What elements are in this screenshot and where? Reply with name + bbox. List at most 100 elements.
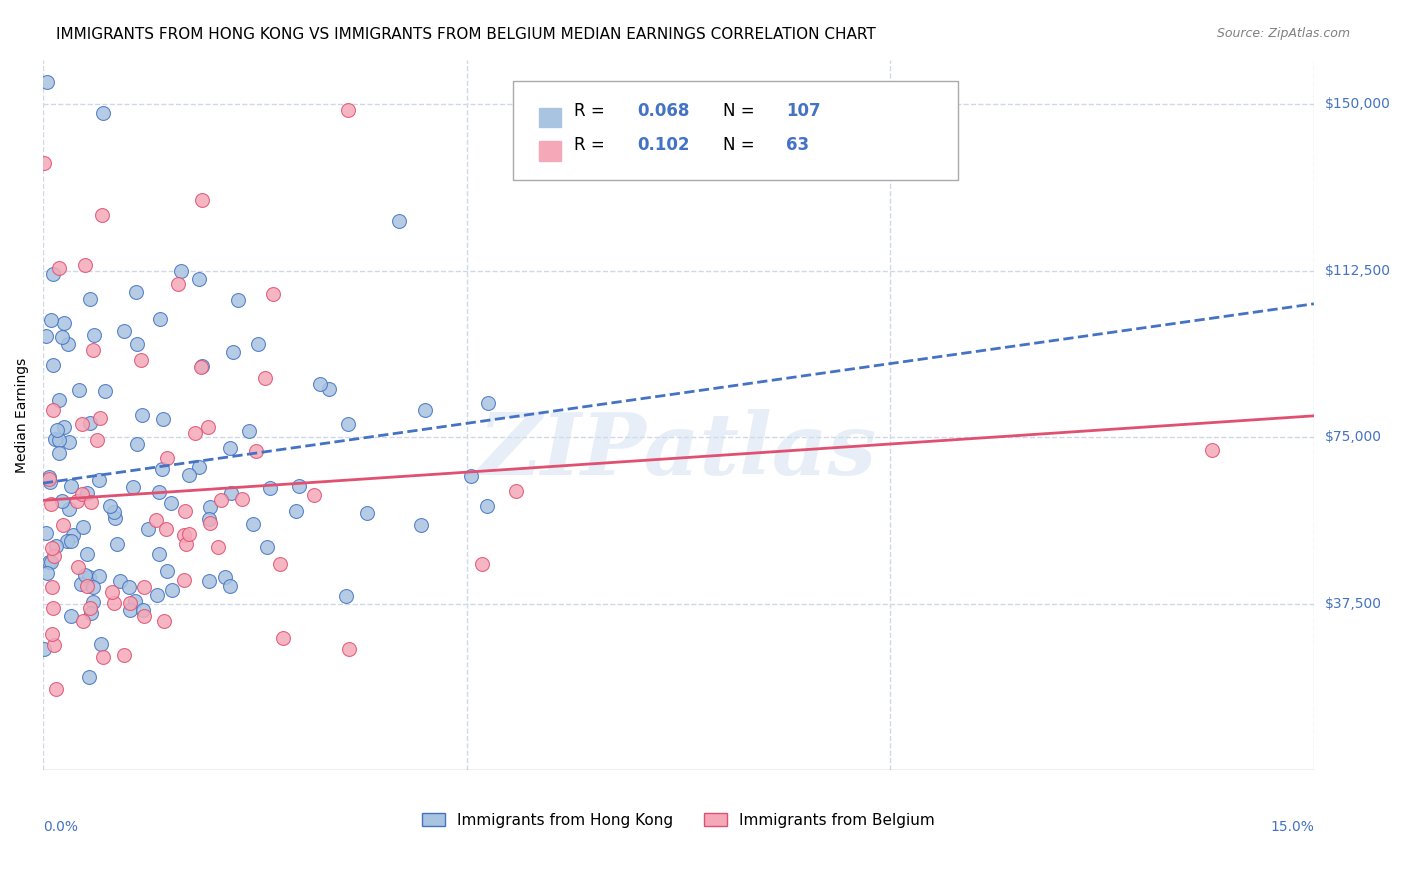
Immigrants from Hong Kong bbox=[72, 520, 94, 534]
Immigrants from Hong Kong bbox=[409, 517, 432, 532]
Immigrants from Belgium bbox=[167, 277, 190, 291]
Immigrants from Hong Kong bbox=[94, 384, 117, 399]
FancyBboxPatch shape bbox=[513, 81, 957, 180]
Immigrants from Hong Kong bbox=[160, 496, 183, 510]
Immigrants from Hong Kong bbox=[76, 547, 98, 561]
Immigrants from Hong Kong bbox=[309, 377, 332, 392]
Immigrants from Hong Kong bbox=[77, 570, 100, 584]
Immigrants from Hong Kong bbox=[90, 637, 112, 651]
Immigrants from Hong Kong bbox=[125, 285, 148, 299]
Immigrants from Hong Kong bbox=[219, 579, 242, 593]
Bar bbox=[538, 141, 561, 161]
Immigrants from Hong Kong bbox=[198, 512, 221, 526]
Immigrants from Belgium bbox=[41, 580, 63, 594]
Text: R =: R = bbox=[574, 103, 610, 120]
Immigrants from Hong Kong bbox=[89, 473, 111, 487]
Immigrants from Hong Kong bbox=[41, 359, 63, 373]
Immigrants from Hong Kong bbox=[58, 502, 80, 516]
Legend: Immigrants from Hong Kong, Immigrants from Belgium: Immigrants from Hong Kong, Immigrants fr… bbox=[416, 806, 941, 834]
Immigrants from Hong Kong bbox=[51, 330, 73, 344]
Immigrants from Hong Kong bbox=[219, 486, 242, 500]
Immigrants from Hong Kong bbox=[53, 316, 76, 330]
Immigrants from Belgium bbox=[72, 614, 94, 628]
Immigrants from Hong Kong bbox=[336, 417, 359, 431]
Immigrants from Hong Kong bbox=[82, 595, 104, 609]
Immigrants from Belgium bbox=[82, 343, 104, 357]
Immigrants from Hong Kong bbox=[44, 432, 66, 446]
Immigrants from Belgium bbox=[89, 410, 111, 425]
Immigrants from Hong Kong bbox=[388, 213, 411, 227]
Immigrants from Hong Kong bbox=[42, 267, 65, 281]
Immigrants from Belgium bbox=[45, 681, 67, 696]
Immigrants from Hong Kong bbox=[45, 539, 67, 553]
Immigrants from Hong Kong bbox=[335, 589, 357, 603]
Immigrants from Belgium bbox=[41, 541, 63, 556]
Immigrants from Hong Kong bbox=[188, 460, 211, 475]
Immigrants from Hong Kong bbox=[190, 359, 212, 373]
Immigrants from Belgium bbox=[145, 513, 167, 527]
Immigrants from Belgium bbox=[42, 638, 65, 652]
Immigrants from Hong Kong bbox=[284, 503, 307, 517]
Immigrants from Hong Kong bbox=[38, 470, 60, 484]
Immigrants from Belgium bbox=[269, 558, 291, 572]
Immigrants from Hong Kong bbox=[60, 533, 83, 548]
Immigrants from Hong Kong bbox=[103, 505, 125, 519]
Immigrants from Hong Kong bbox=[170, 263, 193, 277]
Immigrants from Belgium bbox=[112, 648, 135, 662]
Immigrants from Belgium bbox=[1201, 443, 1223, 458]
Immigrants from Hong Kong bbox=[32, 641, 55, 656]
Immigrants from Belgium bbox=[76, 579, 98, 593]
Immigrants from Hong Kong bbox=[48, 446, 70, 460]
Immigrants from Belgium bbox=[173, 528, 195, 542]
Immigrants from Belgium bbox=[173, 574, 195, 588]
Text: $112,500: $112,500 bbox=[1324, 264, 1391, 277]
Immigrants from Hong Kong bbox=[148, 548, 170, 562]
Immigrants from Belgium bbox=[32, 156, 55, 170]
Immigrants from Hong Kong bbox=[87, 568, 110, 582]
Immigrants from Hong Kong bbox=[131, 409, 153, 423]
Immigrants from Hong Kong bbox=[122, 480, 145, 494]
Immigrants from Hong Kong bbox=[91, 106, 114, 120]
Immigrants from Hong Kong bbox=[246, 337, 269, 351]
Immigrants from Hong Kong bbox=[146, 588, 169, 602]
Immigrants from Hong Kong bbox=[82, 580, 104, 594]
Immigrants from Hong Kong bbox=[156, 564, 179, 578]
Immigrants from Hong Kong bbox=[148, 484, 170, 499]
Immigrants from Belgium bbox=[132, 580, 155, 594]
Immigrants from Hong Kong bbox=[60, 479, 83, 493]
Immigrants from Belgium bbox=[103, 597, 125, 611]
Immigrants from Belgium bbox=[156, 451, 179, 466]
Immigrants from Hong Kong bbox=[38, 554, 60, 568]
Immigrants from Hong Kong bbox=[70, 577, 93, 591]
Immigrants from Belgium bbox=[86, 433, 108, 447]
Immigrants from Belgium bbox=[174, 537, 197, 551]
Immigrants from Hong Kong bbox=[48, 392, 70, 407]
Immigrants from Belgium bbox=[39, 497, 62, 511]
Immigrants from Belgium bbox=[75, 258, 97, 272]
Immigrants from Belgium bbox=[184, 425, 207, 440]
Immigrants from Belgium bbox=[52, 517, 75, 532]
Immigrants from Belgium bbox=[337, 642, 360, 657]
Immigrants from Hong Kong bbox=[125, 336, 148, 351]
Immigrants from Hong Kong bbox=[98, 500, 121, 514]
Immigrants from Belgium bbox=[198, 516, 221, 530]
Immigrants from Hong Kong bbox=[37, 566, 59, 580]
Immigrants from Belgium bbox=[505, 483, 527, 498]
Immigrants from Belgium bbox=[67, 560, 90, 574]
Y-axis label: Median Earnings: Median Earnings bbox=[15, 358, 30, 473]
Immigrants from Belgium bbox=[134, 609, 156, 624]
Immigrants from Belgium bbox=[70, 417, 93, 431]
Immigrants from Belgium bbox=[38, 473, 60, 487]
Immigrants from Belgium bbox=[231, 491, 253, 506]
Immigrants from Belgium bbox=[207, 540, 229, 554]
Immigrants from Belgium bbox=[91, 208, 114, 222]
Immigrants from Hong Kong bbox=[35, 329, 58, 343]
Immigrants from Belgium bbox=[41, 601, 63, 615]
Immigrants from Belgium bbox=[153, 614, 176, 628]
Immigrants from Hong Kong bbox=[152, 412, 174, 426]
Immigrants from Belgium bbox=[129, 353, 152, 368]
Text: ZIPatlas: ZIPatlas bbox=[479, 409, 877, 492]
Immigrants from Belgium bbox=[245, 443, 267, 458]
Immigrants from Hong Kong bbox=[35, 75, 58, 89]
Immigrants from Hong Kong bbox=[76, 485, 98, 500]
